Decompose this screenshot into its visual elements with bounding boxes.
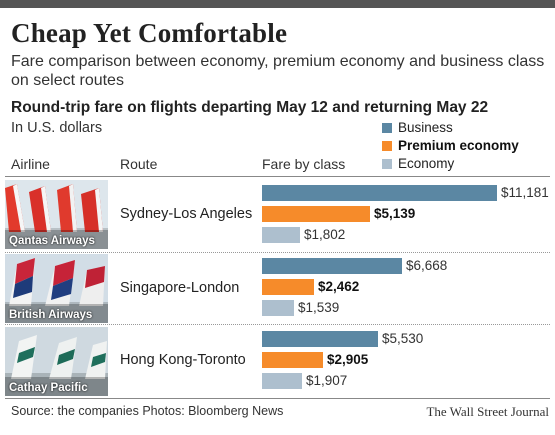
legend-label-business: Business xyxy=(398,120,453,135)
value-label-business-sydney-los-angeles: $11,181 xyxy=(501,185,549,200)
bar-economy-hong-kong-toronto xyxy=(262,373,302,389)
row-separator xyxy=(5,324,550,325)
column-header-airline: Airline xyxy=(11,156,50,172)
legend-swatch-business xyxy=(382,123,392,133)
airline-label-british-airways: British Airways xyxy=(9,309,93,321)
british-airways-photo: British Airways xyxy=(5,254,108,323)
chart-heading: Round-trip fare on flights departing May… xyxy=(11,99,489,116)
value-label-business-hong-kong-toronto: $5,530 xyxy=(382,331,424,346)
value-label-business-singapore-london: $6,668 xyxy=(406,258,448,273)
airline-label-qantas: Qantas Airways xyxy=(9,235,95,247)
value-label-premium-economy-sydney-los-angeles: $5,139 xyxy=(374,206,416,221)
bar-business-hong-kong-toronto xyxy=(262,331,378,347)
value-label-premium-economy-singapore-london: $2,462 xyxy=(318,279,360,294)
route-label-sydney-los-angeles: Sydney-Los Angeles xyxy=(120,206,253,222)
column-header-route: Route xyxy=(120,156,158,172)
publisher-credit: The Wall Street Journal xyxy=(426,404,549,419)
unit-label: In U.S. dollars xyxy=(11,120,103,136)
value-label-premium-economy-hong-kong-toronto: $2,905 xyxy=(327,352,369,367)
qantas-photo: Qantas Airways xyxy=(5,180,108,249)
value-label-economy-sydney-los-angeles: $1,802 xyxy=(304,227,346,242)
bar-economy-singapore-london xyxy=(262,300,294,316)
legend-swatch-premium-economy xyxy=(382,141,392,151)
bar-economy-sydney-los-angeles xyxy=(262,227,300,243)
chart-subtitle: Fare comparison between economy, premium… xyxy=(11,53,545,89)
bar-premium-economy-sydney-los-angeles xyxy=(262,206,370,222)
airline-label-cathay-pacific: Cathay Pacific xyxy=(9,382,88,394)
bar-premium-economy-hong-kong-toronto xyxy=(262,352,323,368)
bar-business-singapore-london xyxy=(262,258,402,274)
bar-premium-economy-singapore-london xyxy=(262,279,314,295)
route-label-singapore-london: Singapore-London xyxy=(120,280,240,296)
route-label-hong-kong-toronto: Hong Kong-Toronto xyxy=(120,352,246,368)
bar-business-sydney-los-angeles xyxy=(262,185,497,201)
source-note: Source: the companies Photos: Bloomberg … xyxy=(11,404,284,418)
top-bar xyxy=(0,0,555,8)
row-separator xyxy=(5,252,550,253)
footer-rule xyxy=(5,398,550,399)
value-label-economy-singapore-london: $1,539 xyxy=(298,300,340,315)
value-label-economy-hong-kong-toronto: $1,907 xyxy=(306,373,348,388)
legend-label-premium-economy: Premium economy xyxy=(398,138,519,153)
chart-title: Cheap Yet Comfortable xyxy=(11,18,288,48)
legend-label-economy: Economy xyxy=(398,156,455,171)
header-rule xyxy=(5,176,550,177)
cathay-pacific-photo: Cathay Pacific xyxy=(5,327,108,396)
legend-swatch-economy xyxy=(382,159,392,169)
column-header-fare: Fare by class xyxy=(262,156,346,172)
